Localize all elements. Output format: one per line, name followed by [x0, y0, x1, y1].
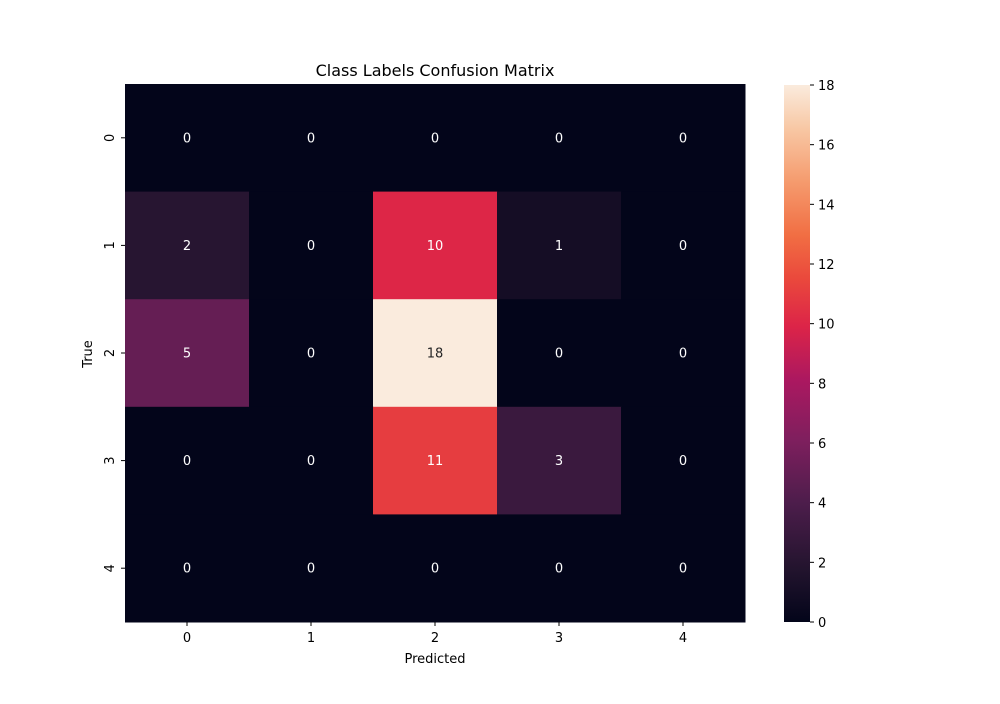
colorbar-tick-label-3: 6 — [818, 437, 826, 452]
cell-value-4-1: 0 — [307, 562, 315, 577]
heatmap-cell-2-1 — [249, 299, 374, 408]
cell-value-0-1: 0 — [307, 131, 315, 146]
heatmap-cell-4-3 — [497, 514, 622, 623]
heatmap-cell-2-4 — [621, 299, 746, 408]
heatmap-cell-2-2 — [373, 299, 498, 408]
y-tick-label-1: 1 — [103, 241, 118, 249]
cell-value-0-3: 0 — [555, 131, 563, 146]
colorbar-tick-label-6: 12 — [818, 258, 835, 273]
cell-value-4-3: 0 — [555, 562, 563, 577]
cell-value-4-4: 0 — [679, 562, 687, 577]
cell-value-3-1: 0 — [307, 454, 315, 469]
x-tick-label-0: 0 — [183, 631, 191, 646]
heatmap-cell-1-4 — [621, 191, 746, 300]
cell-annotations: 0 0 0 0 02 0 10 1 05 0 18 0 00 0 11 3 00 0 0 0 0 — [183, 131, 687, 576]
cell-value-1-4: 0 — [679, 239, 687, 254]
colorbar — [784, 85, 810, 622]
cell-value-4-2: 0 — [431, 562, 439, 577]
heatmap-cell-4-0 — [125, 514, 250, 623]
x-tick-label-3: 3 — [555, 631, 563, 646]
colorbar-tick-label-2: 4 — [818, 497, 826, 512]
heatmap-cell-1-2 — [373, 191, 498, 300]
heatmap-cell-0-4 — [621, 84, 746, 193]
y-tick-label-2: 2 — [103, 349, 118, 357]
heatmap-cell-1-1 — [249, 191, 374, 300]
cell-value-2-0: 5 — [183, 347, 191, 362]
heatmap-cell-2-0 — [125, 299, 250, 408]
heatmap-cell-4-4 — [621, 514, 746, 623]
chart-title: Class Labels Confusion Matrix — [316, 61, 555, 80]
cell-value-3-4: 0 — [679, 454, 687, 469]
y-axis-label: True — [81, 340, 96, 369]
heatmap-cell-3-1 — [249, 406, 374, 515]
y-tick-label-3: 3 — [103, 456, 118, 464]
colorbar-tick-label-1: 2 — [818, 556, 826, 571]
heatmap-cell-0-2 — [373, 84, 498, 193]
cell-value-1-3: 1 — [555, 239, 563, 254]
x-axis-label: Predicted — [404, 652, 465, 667]
cell-value-0-2: 0 — [431, 131, 439, 146]
cell-value-2-4: 0 — [679, 347, 687, 362]
cell-value-0-4: 0 — [679, 131, 687, 146]
x-axis-ticks: 0 1 2 3 4 — [183, 622, 687, 646]
cell-value-3-3: 3 — [555, 454, 563, 469]
colorbar-tick-label-0: 0 — [818, 616, 826, 631]
heatmap-cell-2-3 — [497, 299, 622, 408]
cell-value-3-2: 11 — [427, 454, 444, 469]
y-axis-ticks: 0 1 2 3 4 — [103, 134, 125, 572]
cell-value-1-1: 0 — [307, 239, 315, 254]
heatmap-cell-0-3 — [497, 84, 622, 193]
heatmap-cell-3-4 — [621, 406, 746, 515]
cell-value-1-2: 10 — [427, 239, 444, 254]
x-tick-label-1: 1 — [307, 631, 315, 646]
heatmap-cell-0-0 — [125, 84, 250, 193]
colorbar-tick-label-9: 18 — [818, 79, 835, 94]
colorbar-tick-label-7: 14 — [818, 198, 835, 213]
cell-value-1-0: 2 — [183, 239, 191, 254]
y-tick-label-4: 4 — [103, 564, 118, 572]
y-tick-label-0: 0 — [103, 134, 118, 142]
cell-value-3-0: 0 — [183, 454, 191, 469]
colorbar-tick-label-8: 16 — [818, 139, 835, 154]
cell-value-4-0: 0 — [183, 562, 191, 577]
cell-value-2-1: 0 — [307, 347, 315, 362]
colorbar-tick-label-4: 8 — [818, 377, 826, 392]
heatmap-cell-3-0 — [125, 406, 250, 515]
cell-value-2-3: 0 — [555, 347, 563, 362]
cell-value-2-2: 18 — [427, 347, 444, 362]
heatmap-cell-1-0 — [125, 191, 250, 300]
heatmap-cell-0-1 — [249, 84, 374, 193]
colorbar-ticks: 0 2 4 6 8 10 12 14 16 18 — [810, 79, 835, 631]
x-tick-label-4: 4 — [679, 631, 687, 646]
colorbar-tick-label-5: 10 — [818, 318, 835, 333]
cell-value-0-0: 0 — [183, 131, 191, 146]
heatmap-cell-4-2 — [373, 514, 498, 623]
heatmap-cells — [125, 84, 746, 623]
x-tick-label-2: 2 — [431, 631, 439, 646]
heatmap-cell-3-2 — [373, 406, 498, 515]
heatmap-cell-4-1 — [249, 514, 374, 623]
heatmap-cell-1-3 — [497, 191, 622, 300]
heatmap-cell-3-3 — [497, 406, 622, 515]
